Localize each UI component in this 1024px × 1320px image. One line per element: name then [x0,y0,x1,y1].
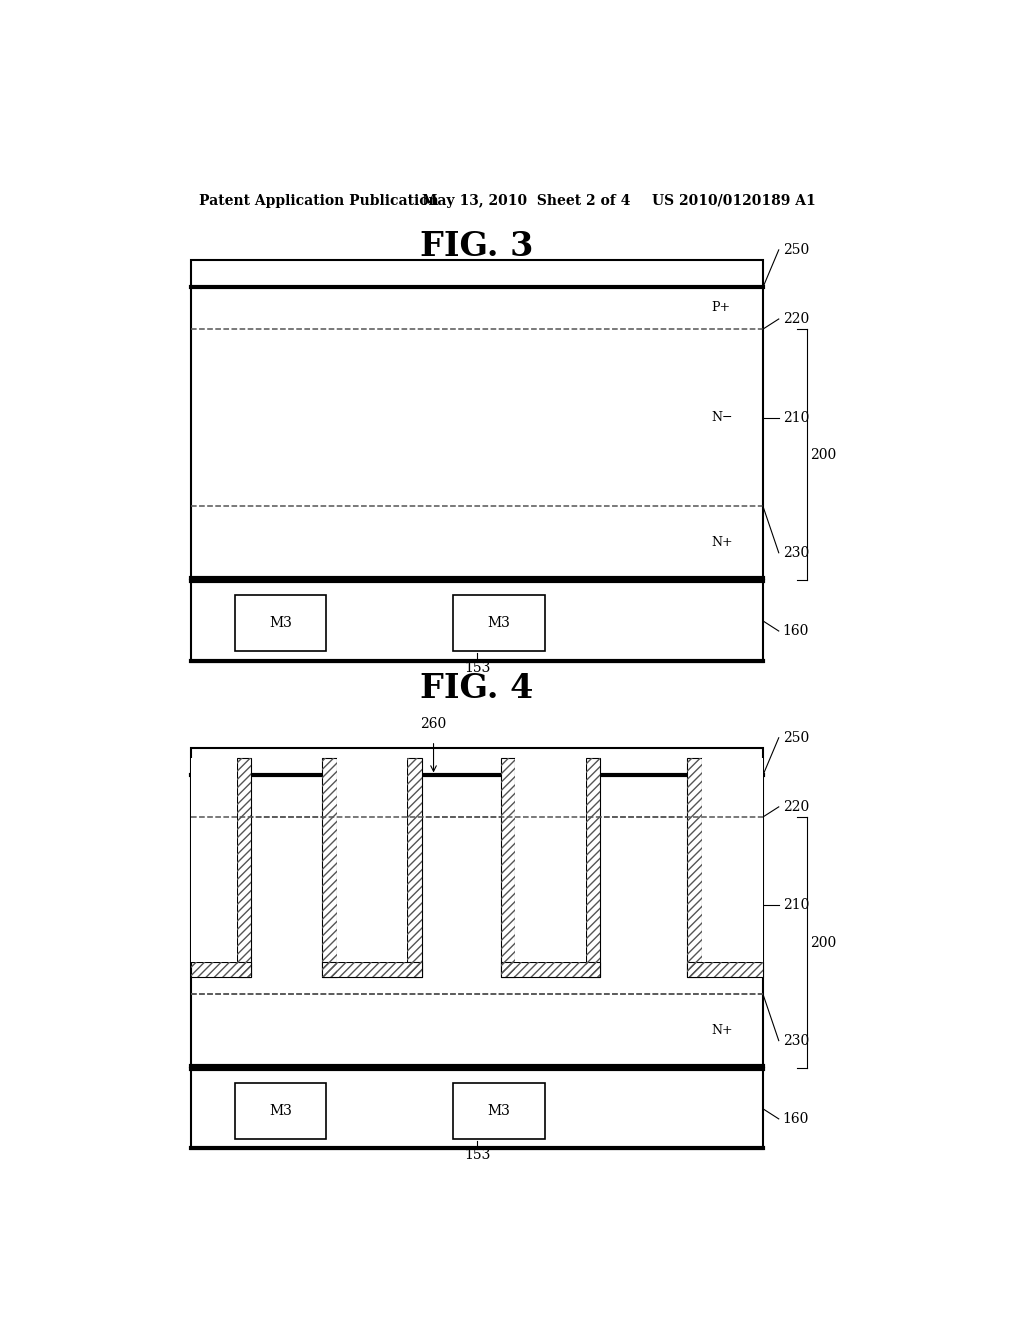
FancyBboxPatch shape [454,595,545,651]
Text: 230: 230 [782,1034,809,1048]
Text: 250: 250 [782,731,809,744]
Text: M3: M3 [487,1105,510,1118]
FancyBboxPatch shape [337,758,408,962]
FancyBboxPatch shape [323,962,422,977]
FancyBboxPatch shape [408,758,422,977]
Text: 220: 220 [782,312,809,326]
Text: 153: 153 [464,1148,490,1163]
FancyBboxPatch shape [191,581,763,661]
Text: FIG. 3: FIG. 3 [421,230,534,263]
FancyBboxPatch shape [687,962,763,977]
Text: P+: P+ [712,800,730,813]
Text: N−: N− [712,899,733,912]
Text: 230: 230 [782,545,809,560]
FancyBboxPatch shape [236,595,327,651]
Text: 260: 260 [421,717,446,731]
FancyBboxPatch shape [687,758,701,977]
Text: N+: N+ [712,536,733,549]
Text: 160: 160 [782,624,809,638]
FancyBboxPatch shape [501,758,515,977]
FancyBboxPatch shape [237,758,251,977]
Text: N−: N− [712,411,733,424]
Text: M3: M3 [269,616,292,631]
FancyBboxPatch shape [454,1084,545,1139]
Text: 220: 220 [782,800,809,814]
Text: 200: 200 [811,936,837,949]
Text: P+: P+ [712,301,730,314]
Text: May 13, 2010  Sheet 2 of 4: May 13, 2010 Sheet 2 of 4 [422,194,630,209]
FancyBboxPatch shape [515,758,586,962]
FancyBboxPatch shape [191,758,237,962]
Text: 210: 210 [782,411,809,425]
Text: US 2010/0120189 A1: US 2010/0120189 A1 [652,194,815,209]
FancyBboxPatch shape [191,748,763,1068]
FancyBboxPatch shape [586,758,600,977]
FancyBboxPatch shape [501,962,600,977]
FancyBboxPatch shape [323,758,337,977]
Text: 160: 160 [782,1111,809,1126]
Text: 210: 210 [782,899,809,912]
Text: 200: 200 [811,447,837,462]
Text: M3: M3 [269,1105,292,1118]
Text: N+: N+ [712,1024,733,1038]
Text: Patent Application Publication: Patent Application Publication [200,194,439,209]
FancyBboxPatch shape [191,1068,763,1150]
FancyBboxPatch shape [191,962,251,977]
FancyBboxPatch shape [701,758,763,962]
Text: 250: 250 [782,243,809,257]
FancyBboxPatch shape [236,1084,327,1139]
Text: M3: M3 [487,616,510,631]
Text: FIG. 4: FIG. 4 [421,672,534,705]
Text: 153: 153 [464,660,490,675]
FancyBboxPatch shape [191,260,763,581]
